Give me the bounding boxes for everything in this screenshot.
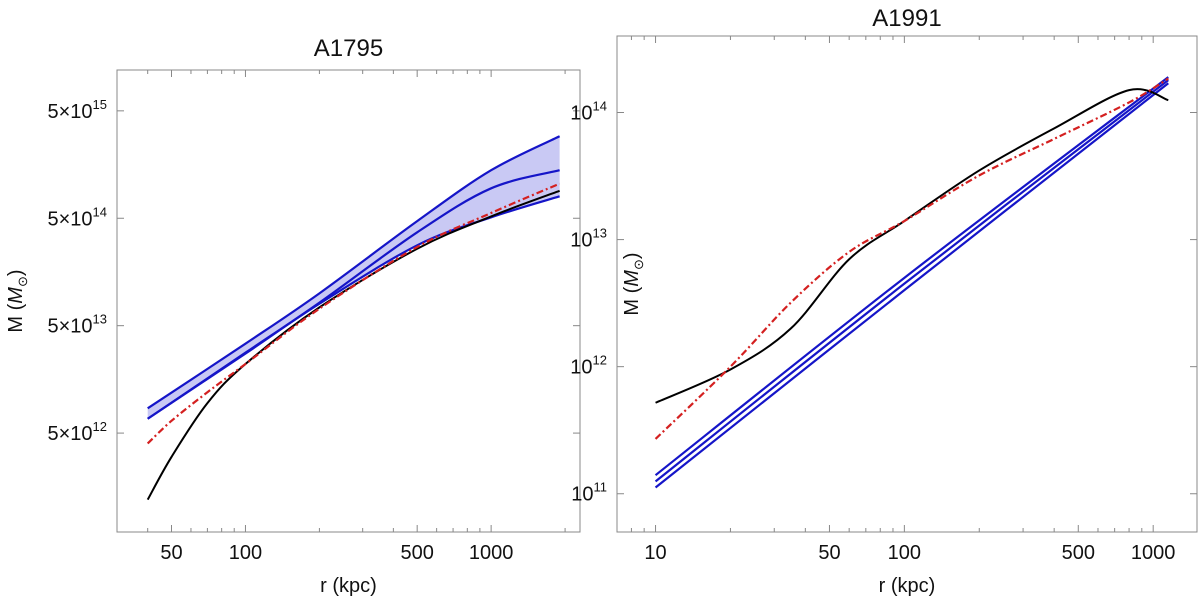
series-black-3: [146, 189, 560, 501]
y-tick-label: 1014: [570, 99, 607, 125]
y-tick-label: 5×1014: [47, 204, 107, 230]
x-tick-label: 10: [644, 542, 666, 564]
y-tick-label: 1011: [571, 480, 607, 506]
series-blue-2: [147, 195, 560, 420]
plot-frame: [116, 69, 581, 533]
chart-title: A1795: [314, 35, 383, 62]
y-axis-label: M (M⊙): [621, 252, 646, 315]
series-blue-0: [147, 135, 561, 410]
y-tick-label: 5×1012: [47, 419, 107, 445]
series-blue-2: [654, 82, 1169, 489]
x-tick-label: 1000: [469, 542, 514, 564]
x-axis-label: r (kpc): [320, 575, 377, 597]
y-tick-label: 5×1013: [47, 312, 107, 338]
y-tick-label: 1012: [570, 353, 607, 379]
series-blue-1: [654, 79, 1169, 483]
x-tick-label: 500: [1062, 542, 1095, 564]
x-tick-label: 50: [818, 542, 840, 564]
y-tick-label: 5×1015: [47, 97, 107, 123]
y-axis-label: M (M⊙): [5, 269, 30, 332]
x-tick-label: 100: [229, 542, 262, 564]
series-blue-0: [654, 76, 1169, 477]
x-axis-label: r (kpc): [879, 575, 936, 597]
chart-panel-0: 50 100 500 1000 5×1012 5×1013 5×1014 5×1015 A179…: [5, 35, 581, 597]
chart-panel-1: 10 50 100 500 1000 1011 1012 1013 1014 A1991 r (kp…: [570, 5, 1198, 597]
chart-title: A1991: [872, 5, 941, 32]
series-red-4: [146, 182, 561, 445]
x-tick-label: 1000: [1131, 542, 1176, 564]
x-tick-label: 50: [160, 542, 182, 564]
x-tick-label: 500: [400, 542, 433, 564]
series-red-4: [654, 77, 1169, 440]
plot-frame: [616, 35, 1198, 533]
x-tick-label: 100: [888, 542, 921, 564]
y-tick-label: 1013: [570, 226, 607, 252]
